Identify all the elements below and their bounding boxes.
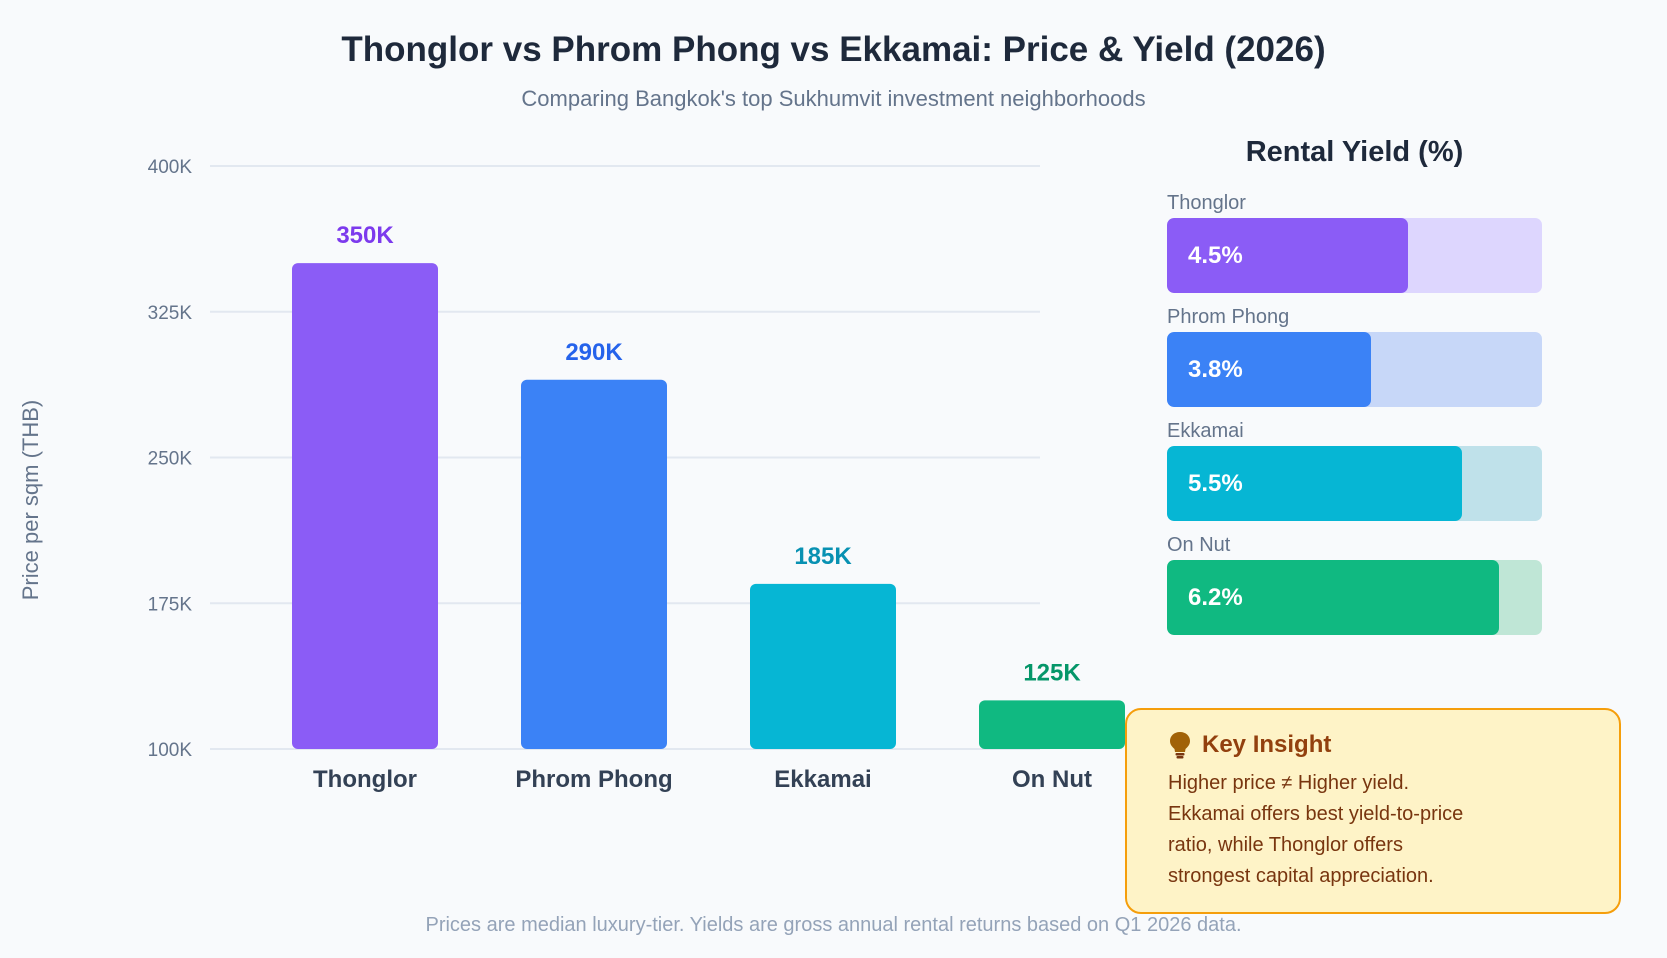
key-insight-line: Higher price ≠ Higher yield.: [1168, 772, 1410, 794]
key-insight-title: Key Insight: [1202, 731, 1332, 758]
yield-bar: [1167, 218, 1409, 293]
yield-bar: [1167, 446, 1462, 521]
chart-subtitle: Comparing Bangkok's top Sukhumvit invest…: [521, 86, 1146, 111]
yield-value-label: 4.5%: [1188, 242, 1243, 269]
x-category-label: Ekkamai: [774, 766, 871, 793]
rental-yield-panel: Rental Yield (%) Thonglor 4.5% Phrom Phong…: [1167, 130, 1542, 644]
price-value-label: 185K: [794, 543, 852, 570]
y-tick-label: 325K: [148, 303, 193, 324]
y-tick-label: 400K: [148, 157, 193, 178]
yield-track: 3.8%: [1167, 332, 1542, 407]
yield-category-label: Ekkamai: [1167, 420, 1244, 442]
key-insight-header: Key Insight: [1168, 730, 1579, 760]
yield-track: 4.5%: [1167, 218, 1542, 293]
yield-row: On Nut 6.2%: [1167, 530, 1542, 644]
yield-value-label: 5.5%: [1188, 470, 1243, 497]
footnote: Prices are median luxury-tier. Yields ar…: [425, 914, 1242, 936]
price-bar: [521, 379, 667, 749]
price-value-label: 125K: [1023, 659, 1081, 686]
y-tick-label: 250K: [148, 449, 193, 470]
price-value-label: 290K: [565, 339, 623, 366]
yield-category-label: Phrom Phong: [1167, 306, 1290, 328]
price-bar: [979, 700, 1125, 749]
rental-yield-title: Rental Yield (%): [1245, 136, 1464, 168]
price-bar: [750, 583, 896, 749]
x-category-label: Thonglor: [313, 766, 417, 793]
yield-category-label: Thonglor: [1167, 192, 1246, 214]
yield-track: 6.2%: [1167, 560, 1542, 635]
yield-value-label: 3.8%: [1188, 356, 1243, 383]
price-value-label: 350K: [336, 222, 394, 249]
yield-bar: [1167, 560, 1500, 635]
yield-row: Thonglor 4.5%: [1167, 188, 1542, 302]
yield-row: Ekkamai 5.5%: [1167, 416, 1542, 530]
yield-value-label: 6.2%: [1188, 584, 1243, 611]
chart-title: Thonglor vs Phrom Phong vs Ekkamai: Pric…: [341, 30, 1326, 69]
x-category-label: Phrom Phong: [515, 766, 672, 793]
yield-row: Phrom Phong 3.8%: [1167, 302, 1542, 416]
yield-track: 5.5%: [1167, 446, 1542, 521]
lightbulb-icon: [1170, 732, 1190, 759]
price-bar: [292, 263, 438, 749]
x-category-label: On Nut: [1012, 766, 1092, 793]
yield-category-label: On Nut: [1167, 534, 1231, 556]
y-tick-label: 100K: [148, 740, 193, 761]
key-insight-line: ratio, while Thonglor offers: [1168, 834, 1403, 856]
yield-bar: [1167, 332, 1371, 407]
y-tick-label: 175K: [148, 594, 193, 615]
key-insight-line: strongest capital appreciation.: [1168, 865, 1434, 887]
key-insight-line: Ekkamai offers best yield-to-price: [1168, 803, 1464, 825]
key-insight-box: Key Insight Higher price ≠ Higher yield.…: [1125, 708, 1621, 914]
rental-yield-list: Thonglor 4.5% Phrom Phong 3.8% Ekkamai 5.5% On…: [1167, 188, 1542, 644]
